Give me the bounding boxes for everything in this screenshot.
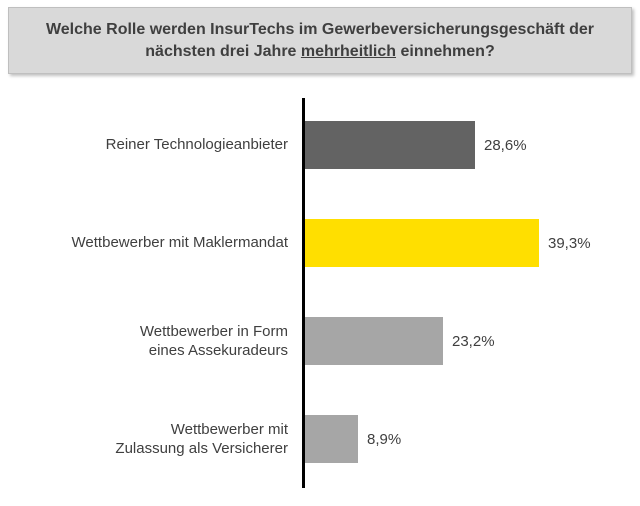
bar-row: Wettbewerber mit Zulassung als Versicher…	[0, 390, 640, 488]
category-label: Wettbewerber mit Zulassung als Versicher…	[115, 420, 288, 458]
value-label: 8,9%	[367, 430, 402, 448]
bar-row: Wettbewerber mit Maklermandat 39,3%	[0, 194, 640, 292]
bar	[305, 415, 358, 464]
category-label: Reiner Technologieanbieter	[105, 136, 288, 154]
category-label: Wettbewerber in Form eines Assekuradeurs	[139, 322, 288, 360]
axis-line	[302, 98, 305, 489]
chart-title: Welche Rolle werden InsurTechs im Gewerb…	[8, 7, 632, 75]
value-label: 28,6%	[484, 136, 527, 154]
value-label: 23,2%	[452, 332, 495, 350]
bar-row: Wettbewerber in Form eines Assekuradeurs…	[0, 292, 640, 390]
chart-title-text-start: Welche Rolle werden InsurTechs im Gewerb…	[45, 21, 595, 60]
category-label: Wettbewerber mit Maklermandat	[71, 234, 288, 252]
bar-chart: Reiner Technologieanbieter 28,6% Wettbew…	[0, 96, 640, 492]
bar-row: Reiner Technologieanbieter 28,6%	[0, 96, 640, 194]
value-label: 39,3%	[548, 234, 591, 252]
chart-title-text-end: einnehmen?	[396, 42, 495, 60]
bar	[305, 317, 443, 366]
bar	[305, 121, 475, 170]
chart-title-underlined-word: mehrheitlich	[300, 42, 397, 60]
bar	[305, 219, 539, 268]
